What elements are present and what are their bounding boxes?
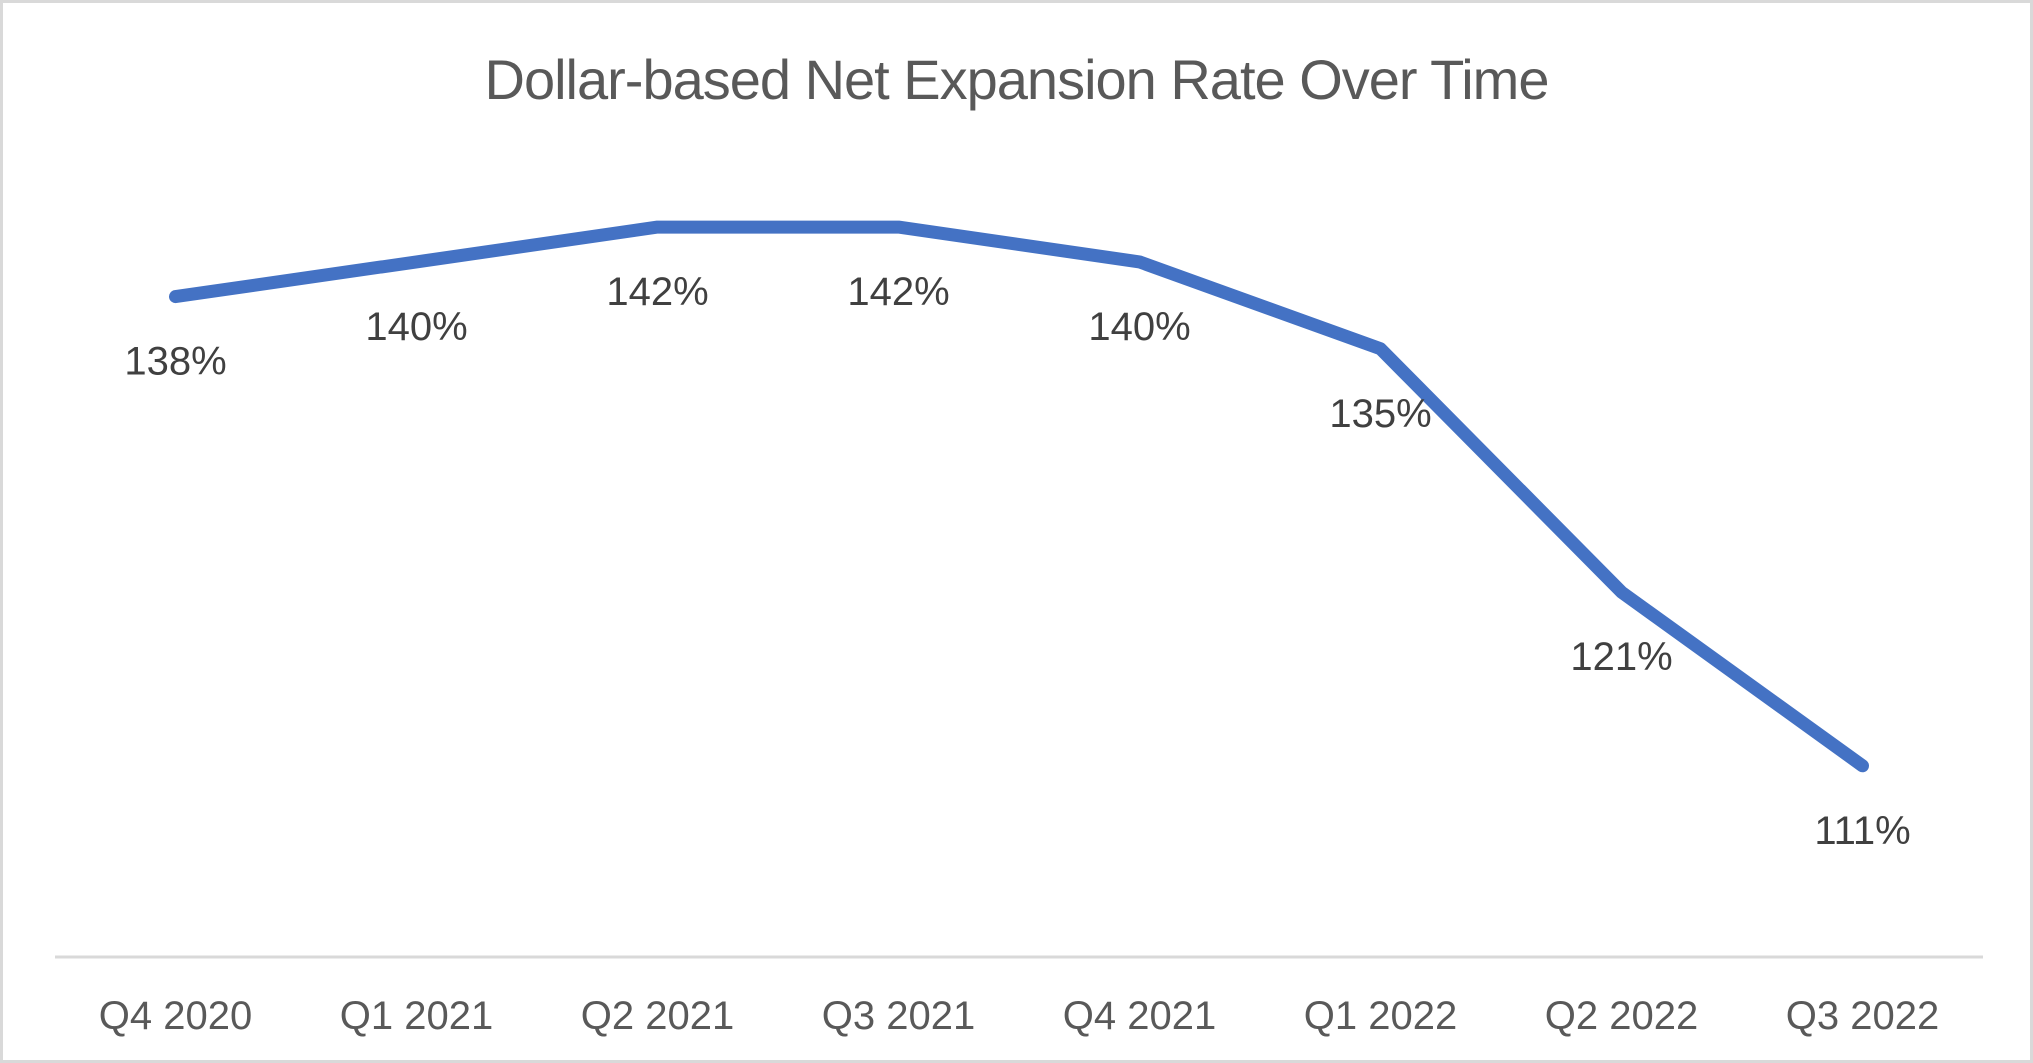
x-axis-label: Q2 2022 bbox=[1545, 994, 1698, 1038]
data-label: 111% bbox=[1814, 809, 1910, 853]
x-axis-label: Q4 2020 bbox=[99, 994, 252, 1038]
data-label: 121% bbox=[1570, 635, 1672, 679]
x-axis-label: Q2 2021 bbox=[581, 994, 734, 1038]
series-line bbox=[169, 220, 1869, 773]
data-label: 135% bbox=[1329, 392, 1431, 436]
data-label: 138% bbox=[124, 340, 226, 384]
x-axis-label: Q1 2022 bbox=[1304, 994, 1457, 1038]
x-axis-label: Q4 2021 bbox=[1063, 994, 1216, 1038]
data-label: 142% bbox=[847, 270, 949, 314]
x-axis-label: Q1 2021 bbox=[340, 994, 493, 1038]
data-label: 142% bbox=[606, 270, 708, 314]
line-chart-plot-area: 138% 140% 142% 142% 140% 135% 121% 111% Q4 2020 Q… bbox=[55, 220, 1983, 1038]
x-axis-label: Q3 2022 bbox=[1786, 994, 1939, 1038]
data-label: 140% bbox=[365, 305, 467, 349]
data-label: 140% bbox=[1088, 305, 1190, 349]
x-axis-label: Q3 2021 bbox=[822, 994, 975, 1038]
chart-title: Dollar-based Net Expansion Rate Over Tim… bbox=[484, 48, 1550, 111]
